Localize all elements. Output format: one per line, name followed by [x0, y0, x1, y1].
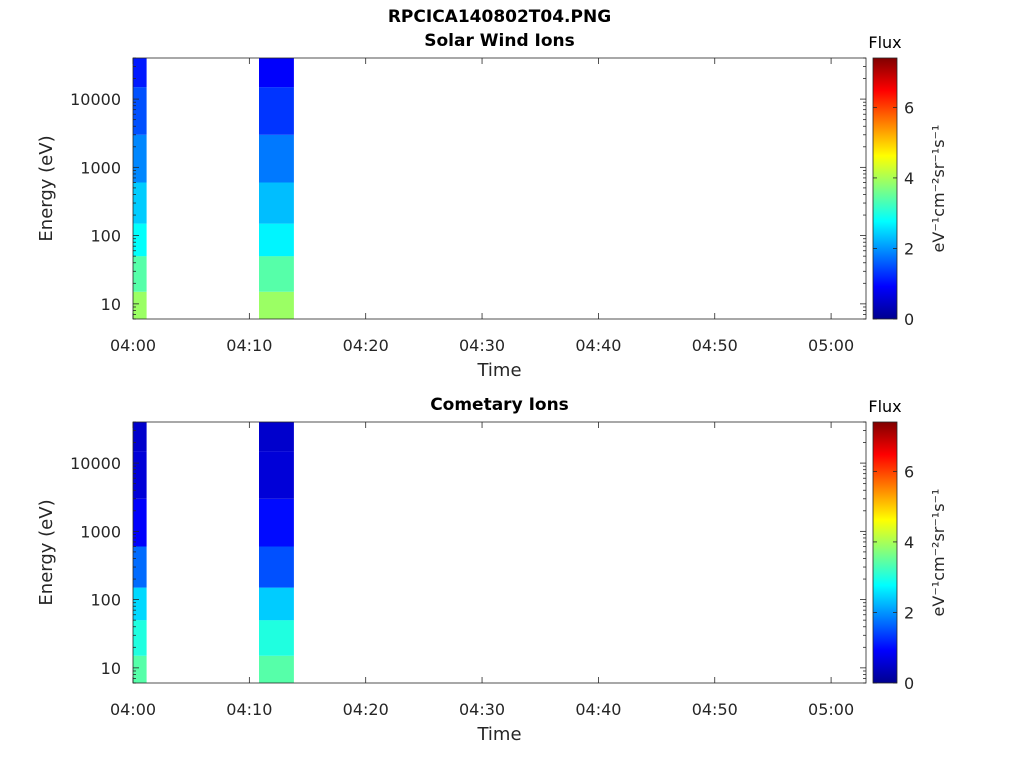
- colorbar-tick-label: 4: [904, 169, 914, 188]
- cometary-panel: 04:00 04:10 04:20 04:30 04:40 04:50 05:00 Time 1…: [36, 397, 948, 745]
- heatmap-cell: [133, 620, 147, 656]
- heatmap-cell: [259, 422, 294, 452]
- page-title: RPCICA140802T04.PNG: [387, 7, 612, 27]
- colorbar-title: Flux: [868, 397, 901, 416]
- x-tick-label: 04:50: [692, 700, 738, 719]
- colorbar-tick-label: 2: [904, 239, 914, 258]
- heatmap-cell: [259, 182, 294, 224]
- heatmap-cell: [259, 223, 294, 257]
- x-tick-label: 04:00: [110, 700, 156, 719]
- heatmap-cell: [133, 587, 147, 621]
- x-tick-label: 04:10: [226, 700, 272, 719]
- heatmap-cell: [259, 87, 294, 135]
- y-axis-label: Energy (eV): [36, 499, 57, 605]
- heatmap-cell: [133, 498, 147, 547]
- colorbar: [872, 57, 898, 320]
- solar-wind-panel: 04:00 04:10 04:20 04:30 04:40 04:50 05:00 Time 1…: [36, 33, 948, 381]
- x-tick-label: 04:20: [343, 336, 389, 355]
- colorbar-tick-label: 2: [904, 603, 914, 622]
- heatmap-cell: [259, 620, 294, 656]
- y-tick-label: 1000: [80, 158, 121, 177]
- heatmap-cell: [133, 451, 147, 499]
- colorbar-tick-label: 0: [904, 310, 914, 329]
- x-tick-label: 04:30: [459, 700, 505, 719]
- colorbar-tick-label: 6: [904, 98, 914, 117]
- colorbar-title: Flux: [868, 33, 901, 52]
- colorbar-units-label: eV⁻¹cm⁻²sr⁻¹s⁻¹: [929, 489, 948, 617]
- heatmap-cell: [259, 655, 294, 683]
- colorbar-units-label: eV⁻¹cm⁻²sr⁻¹s⁻¹: [929, 125, 948, 253]
- heatmap-cell: [133, 256, 147, 292]
- cometary-title: Cometary Ions: [430, 395, 569, 415]
- heatmap-cell: [133, 58, 147, 88]
- colorbar-tick-label: 0: [904, 674, 914, 693]
- heatmap-cell: [259, 498, 294, 547]
- y-tick-label: 100: [90, 591, 121, 610]
- y-tick-label: 10000: [70, 454, 121, 473]
- colorbar-tick-label: 6: [904, 462, 914, 481]
- heatmap-cell: [259, 58, 294, 88]
- x-tick-label: 04:50: [692, 336, 738, 355]
- colorbar: [872, 421, 898, 684]
- heatmap-cell: [259, 546, 294, 588]
- heatmap-cell: [259, 256, 294, 292]
- x-tick-label: 04:40: [575, 336, 621, 355]
- y-tick-label: 1000: [80, 522, 121, 541]
- x-tick-label: 04:40: [575, 700, 621, 719]
- heatmap-cell: [259, 587, 294, 621]
- x-tick-label: 05:00: [808, 700, 854, 719]
- y-tick-label: 100: [90, 227, 121, 246]
- x-axis-label: Time: [476, 724, 521, 745]
- x-axis-label: Time: [476, 360, 521, 381]
- y-tick-label: 10000: [70, 90, 121, 109]
- heatmap-cell: [133, 546, 147, 588]
- heatmap-cell: [133, 291, 147, 319]
- axes-box: [132, 421, 867, 684]
- solar-wind-title: Solar Wind Ions: [424, 31, 575, 51]
- x-tick-label: 04:10: [226, 336, 272, 355]
- heatmap-cell: [133, 134, 147, 183]
- colorbar-tick-label: 4: [904, 533, 914, 552]
- y-tick-label: 10: [101, 659, 121, 678]
- heatmap-cell: [259, 134, 294, 183]
- y-tick-label: 10: [101, 295, 121, 314]
- heatmap-cell: [133, 87, 147, 135]
- heatmap-cell: [259, 451, 294, 499]
- heatmap-cell: [259, 291, 294, 319]
- x-tick-label: 05:00: [808, 336, 854, 355]
- heatmap-cell: [133, 182, 147, 224]
- x-tick-label: 04:30: [459, 336, 505, 355]
- axes-box: [132, 57, 867, 320]
- heatmap-cell: [133, 655, 147, 683]
- x-tick-label: 04:00: [110, 336, 156, 355]
- heatmap-cell: [133, 223, 147, 257]
- x-tick-label: 04:20: [343, 700, 389, 719]
- y-axis-label: Energy (eV): [36, 135, 57, 241]
- heatmap-cell: [133, 422, 147, 452]
